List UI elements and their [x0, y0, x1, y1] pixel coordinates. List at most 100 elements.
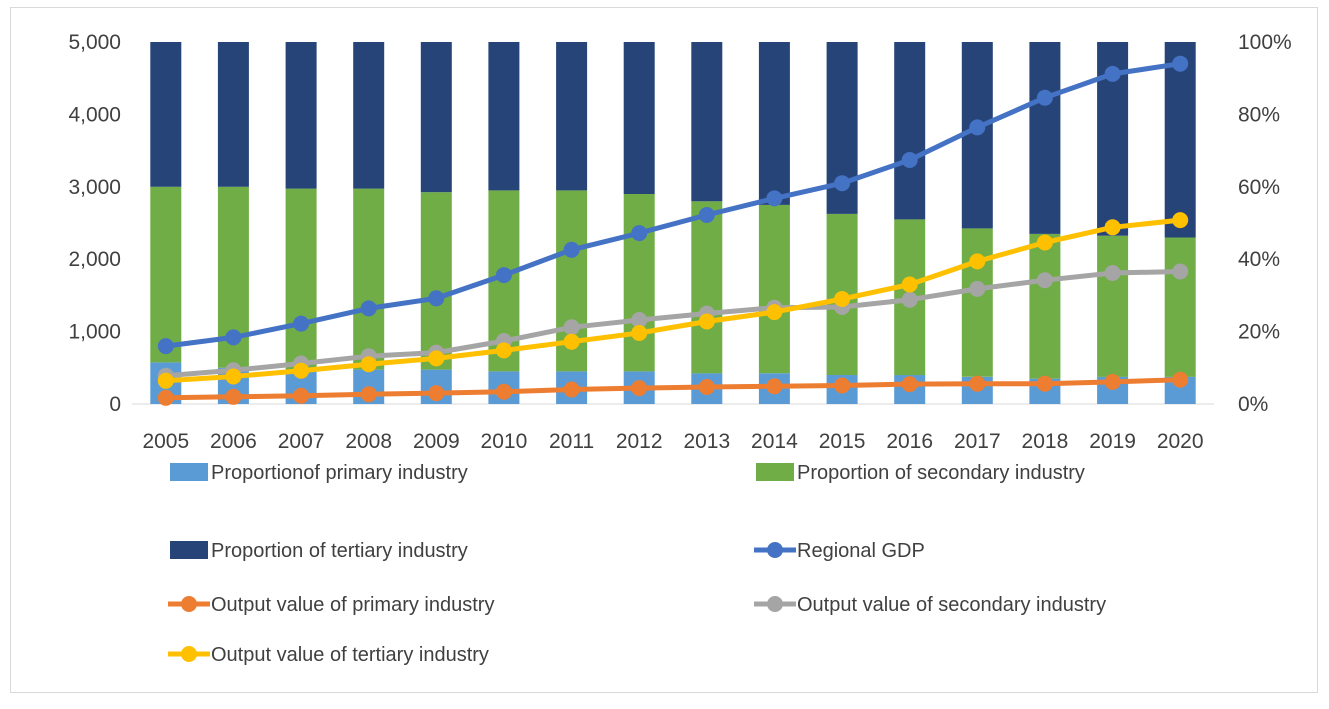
bar-3-2020	[1164, 42, 1196, 238]
left-tick-label: 2,000	[68, 248, 121, 271]
point-1-2020	[1172, 55, 1189, 72]
point-2-2011	[563, 381, 580, 398]
point-4-2019	[1104, 219, 1121, 236]
bar-2-2014	[758, 204, 790, 374]
x-tick-label: 2018	[1022, 430, 1069, 453]
x-tick-label: 2013	[683, 430, 730, 453]
bar-3-2011	[556, 42, 588, 191]
bar-2-2018	[1029, 233, 1061, 379]
x-tick-label: 2015	[819, 430, 866, 453]
bar-3-2006	[217, 42, 249, 187]
point-4-2015	[834, 291, 851, 307]
legend-label: Output value of primary industry	[211, 594, 494, 616]
legend-swatch-bar	[170, 463, 208, 481]
left-tick-label: 1,000	[68, 321, 121, 344]
x-tick-label: 2017	[954, 430, 1001, 453]
legend-label: Proportionof primary industry	[211, 462, 468, 484]
point-4-2010	[495, 342, 512, 359]
bar-3-2007	[285, 42, 317, 189]
bar-3-2012	[623, 42, 655, 194]
point-1-2013	[698, 207, 715, 223]
legend-label: Output value of secondary industry	[797, 594, 1106, 616]
bar-3-2009	[420, 42, 452, 193]
legend: Proportionof primary industry Proportion …	[168, 462, 1106, 666]
point-3-2017	[969, 280, 986, 297]
bar-2-2013	[691, 201, 723, 374]
point-2-2010	[495, 383, 512, 400]
legend-swatch-marker	[181, 646, 197, 662]
right-tick-label: 20%	[1238, 321, 1280, 344]
bar-3-2014	[758, 42, 790, 205]
legend-swatch-marker	[181, 596, 197, 612]
point-1-2015	[834, 175, 851, 192]
point-4-2020	[1172, 212, 1189, 229]
point-2-2012	[631, 380, 648, 397]
point-4-2014	[766, 304, 783, 321]
point-2-2015	[834, 377, 851, 394]
x-tick-label: 2019	[1089, 430, 1136, 453]
bar-2-2008	[353, 188, 385, 370]
point-3-2011	[563, 319, 580, 336]
point-3-2018	[1036, 272, 1053, 289]
x-tick-label: 2010	[481, 430, 528, 453]
line-series-1	[163, 61, 1183, 349]
bar-2-2005	[150, 186, 182, 363]
point-1-2018	[1036, 89, 1053, 106]
bar-2-2012	[623, 194, 655, 372]
point-4-2011	[563, 333, 580, 350]
x-tick-label: 2012	[616, 430, 663, 453]
point-3-2012	[631, 312, 648, 328]
point-1-2010	[495, 267, 512, 284]
x-tick-label: 2014	[751, 430, 798, 453]
point-1-2016	[901, 152, 918, 168]
chart-frame	[10, 7, 1318, 693]
left-tick-label: 4,000	[68, 103, 121, 126]
bar-3-2018	[1029, 42, 1061, 234]
left-tick-label: 5,000	[68, 31, 121, 54]
point-1-2012	[631, 225, 648, 242]
point-1-2014	[766, 190, 783, 207]
point-4-2018	[1036, 234, 1053, 251]
legend-label: Proportion of secondary industry	[797, 462, 1085, 484]
point-4-2016	[901, 276, 918, 293]
line-series-3	[163, 269, 1183, 379]
point-2-2013	[698, 379, 715, 395]
x-tick-label: 2020	[1157, 430, 1204, 453]
point-1-2005	[157, 338, 174, 355]
right-tick-label: 80%	[1238, 103, 1280, 126]
right-tick-label: 40%	[1238, 248, 1280, 271]
left-tick-label: 3,000	[68, 176, 121, 199]
bar-2-2020	[1164, 237, 1196, 377]
point-1-2009	[428, 290, 445, 307]
point-4-2017	[969, 253, 986, 270]
point-2-2007	[293, 387, 310, 404]
point-3-2020	[1172, 263, 1189, 280]
point-4-2007	[293, 362, 310, 379]
point-2-2016	[901, 376, 918, 393]
point-1-2017	[969, 119, 986, 136]
point-3-2016	[901, 291, 918, 308]
left-tick-label: 0	[109, 393, 121, 416]
x-tick-label: 2016	[886, 430, 933, 453]
legend-swatch-marker	[767, 542, 783, 558]
axes-layer: 0 1,000 2,000 3,000 4,000 5,000 0% 20% 40% 60% 80%…	[68, 31, 1291, 453]
legend-label: Regional GDP	[797, 540, 925, 562]
bar-3-2008	[353, 42, 385, 189]
bar-3-2016	[894, 42, 926, 220]
point-4-2005	[157, 372, 174, 389]
x-tick-label: 2008	[345, 430, 392, 453]
legend-swatch-marker	[767, 596, 783, 612]
legend-label: Proportion of tertiary industry	[211, 540, 468, 562]
point-1-2011	[563, 241, 580, 258]
point-4-2009	[428, 350, 445, 367]
bar-2-2009	[420, 192, 452, 370]
x-tick-label: 2005	[142, 430, 189, 453]
point-4-2012	[631, 325, 648, 341]
point-4-2013	[698, 313, 715, 330]
point-4-2006	[225, 368, 242, 385]
bar-3-2013	[691, 42, 723, 202]
point-3-2019	[1104, 265, 1121, 281]
x-tick-label: 2009	[413, 430, 460, 453]
